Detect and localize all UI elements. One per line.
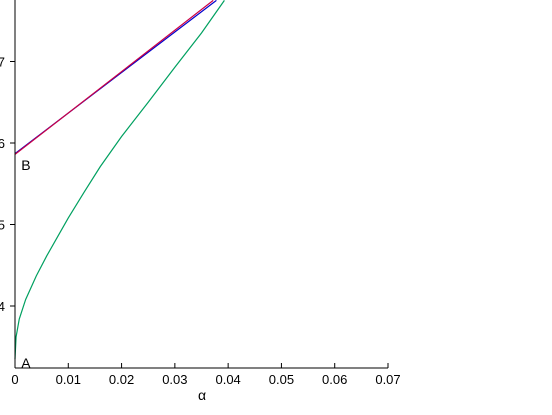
x-tick-label: 0.06	[322, 372, 347, 387]
y-tick-label: 4	[0, 299, 5, 314]
x-tick-label: 0.04	[215, 372, 240, 387]
ticks-layer: 0 0.01 0.02 0.03 0.04 0.05 0.06 0.07 4 5 6 7	[0, 55, 401, 388]
axes-layer	[14, 0, 388, 369]
series-line-3	[14, 0, 225, 360]
y-tick-label: 5	[0, 218, 5, 233]
x-tick-label: 0.03	[162, 372, 187, 387]
point-label-b: B	[21, 157, 30, 173]
x-tick-label: 0.05	[269, 372, 294, 387]
y-tick-label: 6	[0, 136, 5, 151]
series-layer	[14, 0, 225, 360]
x-tick-label: 0	[11, 372, 18, 387]
x-tick-label: 0.07	[375, 372, 400, 387]
series-line-2	[14, 0, 214, 155]
annotation-layer: AB	[21, 157, 31, 371]
x-tick-label: 0.02	[109, 372, 134, 387]
x-tick-label: 0.01	[56, 372, 81, 387]
x-axis-title: α	[198, 387, 206, 403]
point-label-a: A	[21, 355, 31, 371]
y-tick-label: 7	[0, 55, 5, 70]
